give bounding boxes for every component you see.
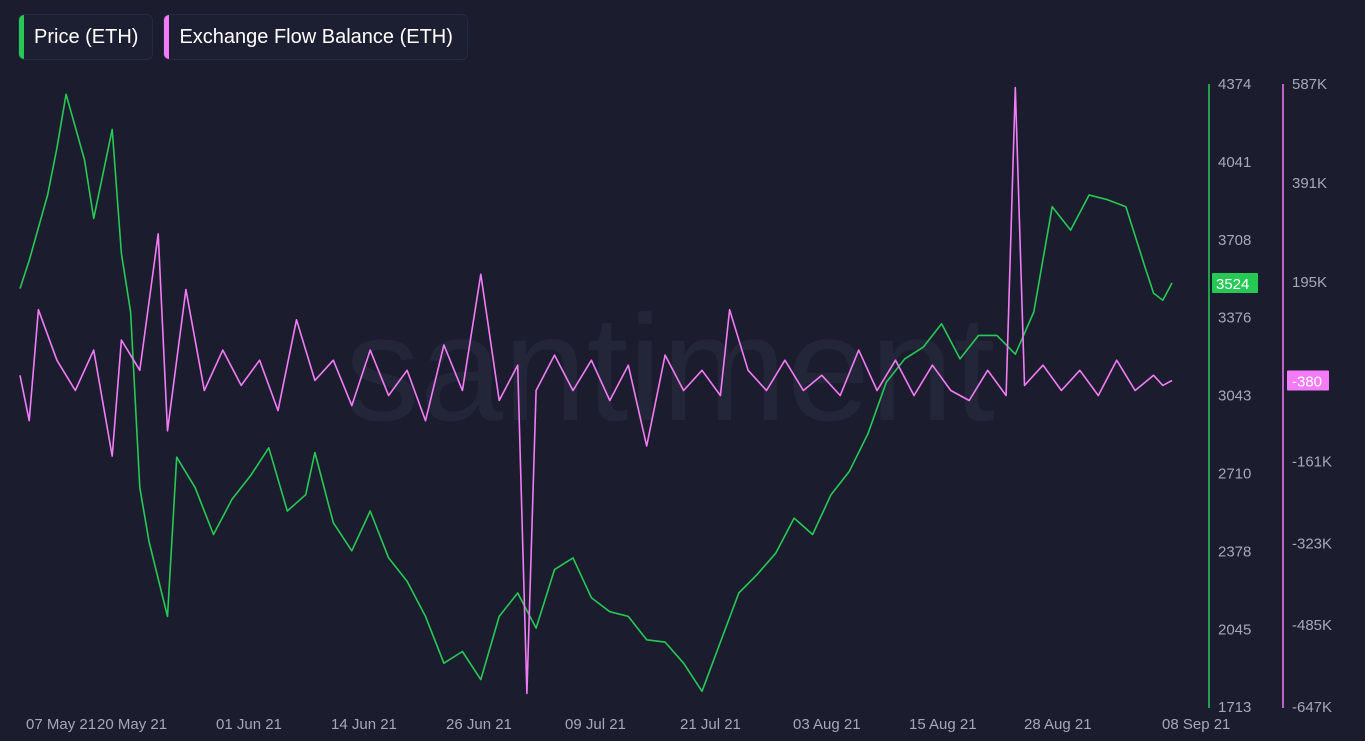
- price-axis-tick: 3708: [1218, 232, 1251, 249]
- x-axis-tick: 26 Jun 21: [446, 716, 512, 733]
- legend-item-flow[interactable]: Exchange Flow Balance (ETH): [163, 14, 468, 60]
- x-axis-tick: 08 Sep 21: [1162, 716, 1230, 733]
- price-current-badge: [1212, 273, 1258, 294]
- x-axis-tick: 28 Aug 21: [1024, 716, 1092, 733]
- x-axis-tick: 07 May 21: [26, 716, 96, 733]
- price-axis-tick: 2378: [1218, 543, 1251, 560]
- flow-axis-tick: 587K: [1292, 76, 1327, 93]
- legend-label-flow: Exchange Flow Balance (ETH): [179, 25, 453, 48]
- legend-swatch-price: [19, 15, 24, 59]
- x-axis-tick: 09 Jul 21: [565, 716, 626, 733]
- flow-current-badge: [1287, 370, 1329, 391]
- flow-current-value: -380: [1292, 374, 1322, 391]
- flow-axis-tick: 195K: [1292, 274, 1327, 291]
- legend-label-price: Price (ETH): [34, 25, 139, 48]
- legend-item-price[interactable]: Price (ETH): [18, 14, 154, 60]
- price-axis-tick: 1713: [1218, 699, 1251, 716]
- price-axis-tick: 3043: [1218, 388, 1251, 405]
- x-axis-tick: 21 Jul 21: [680, 716, 741, 733]
- price-axis-tick: 2710: [1218, 466, 1251, 483]
- x-axis-tick: 20 May 21: [97, 716, 167, 733]
- price-axis-tick: 2045: [1218, 621, 1251, 638]
- x-axis-tick: 03 Aug 21: [793, 716, 861, 733]
- price-current-value: 3524: [1216, 276, 1249, 293]
- flow-axis-tick: -161K: [1292, 454, 1332, 471]
- x-axis-tick: 15 Aug 21: [909, 716, 977, 733]
- x-axis-tick: 01 Jun 21: [216, 716, 282, 733]
- flow-axis-tick: -647K: [1292, 699, 1332, 716]
- chart-legend: Price (ETH) Exchange Flow Balance (ETH): [18, 14, 468, 60]
- price-axis-tick: 4041: [1218, 154, 1251, 171]
- flow-series-line: [19, 86, 1173, 695]
- flow-axis-tick: 391K: [1292, 175, 1327, 192]
- price-series-line: [19, 93, 1173, 693]
- flow-axis-tick: -323K: [1292, 535, 1332, 552]
- flow-axis-tick: -485K: [1292, 617, 1332, 634]
- price-axis-tick: 4374: [1218, 76, 1251, 93]
- price-axis-tick: 3376: [1218, 310, 1251, 327]
- legend-swatch-flow: [164, 15, 170, 59]
- x-axis-tick: 14 Jun 21: [331, 716, 397, 733]
